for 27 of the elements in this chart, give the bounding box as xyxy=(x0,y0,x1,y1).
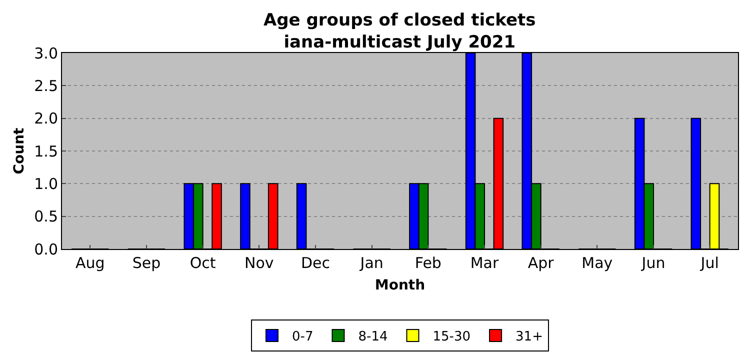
x-tick-label: Sep xyxy=(132,254,161,272)
y-tick-label: 2.0 xyxy=(34,110,58,128)
x-tick-label: Mar xyxy=(470,254,500,272)
legend-label: 15-30 xyxy=(432,330,471,345)
x-tick-label: Oct xyxy=(190,254,216,272)
y-tick-label: 0.0 xyxy=(34,240,58,258)
chart-title: Age groups of closed tickets xyxy=(263,10,536,30)
x-tick-label: Jan xyxy=(359,254,384,272)
y-tick-label: 3.0 xyxy=(34,44,58,62)
x-axis-title: Month xyxy=(374,277,426,294)
legend-label: 8-14 xyxy=(358,330,388,345)
x-tick-label: Jun xyxy=(640,254,666,272)
x-tick-label: Apr xyxy=(528,254,555,272)
x-tick-label: Feb xyxy=(414,254,442,272)
chart-subtitle: iana-multicast July 2021 xyxy=(284,32,516,52)
x-tick-label: Jul xyxy=(700,254,719,272)
x-tick-label: Aug xyxy=(76,254,105,272)
legend-label: 31+ xyxy=(516,330,543,345)
y-tick-label: 2.5 xyxy=(34,76,58,95)
x-tick-label: Dec xyxy=(300,254,330,272)
y-tick-label: 0.5 xyxy=(34,208,58,226)
x-tick-label: Nov xyxy=(244,254,274,272)
y-tick-label: 1.5 xyxy=(34,142,58,160)
y-tick-label: 1.0 xyxy=(34,174,58,193)
y-axis-title: Count xyxy=(12,127,28,174)
x-tick-label: May xyxy=(582,254,613,272)
legend-label: 0-7 xyxy=(292,330,314,345)
